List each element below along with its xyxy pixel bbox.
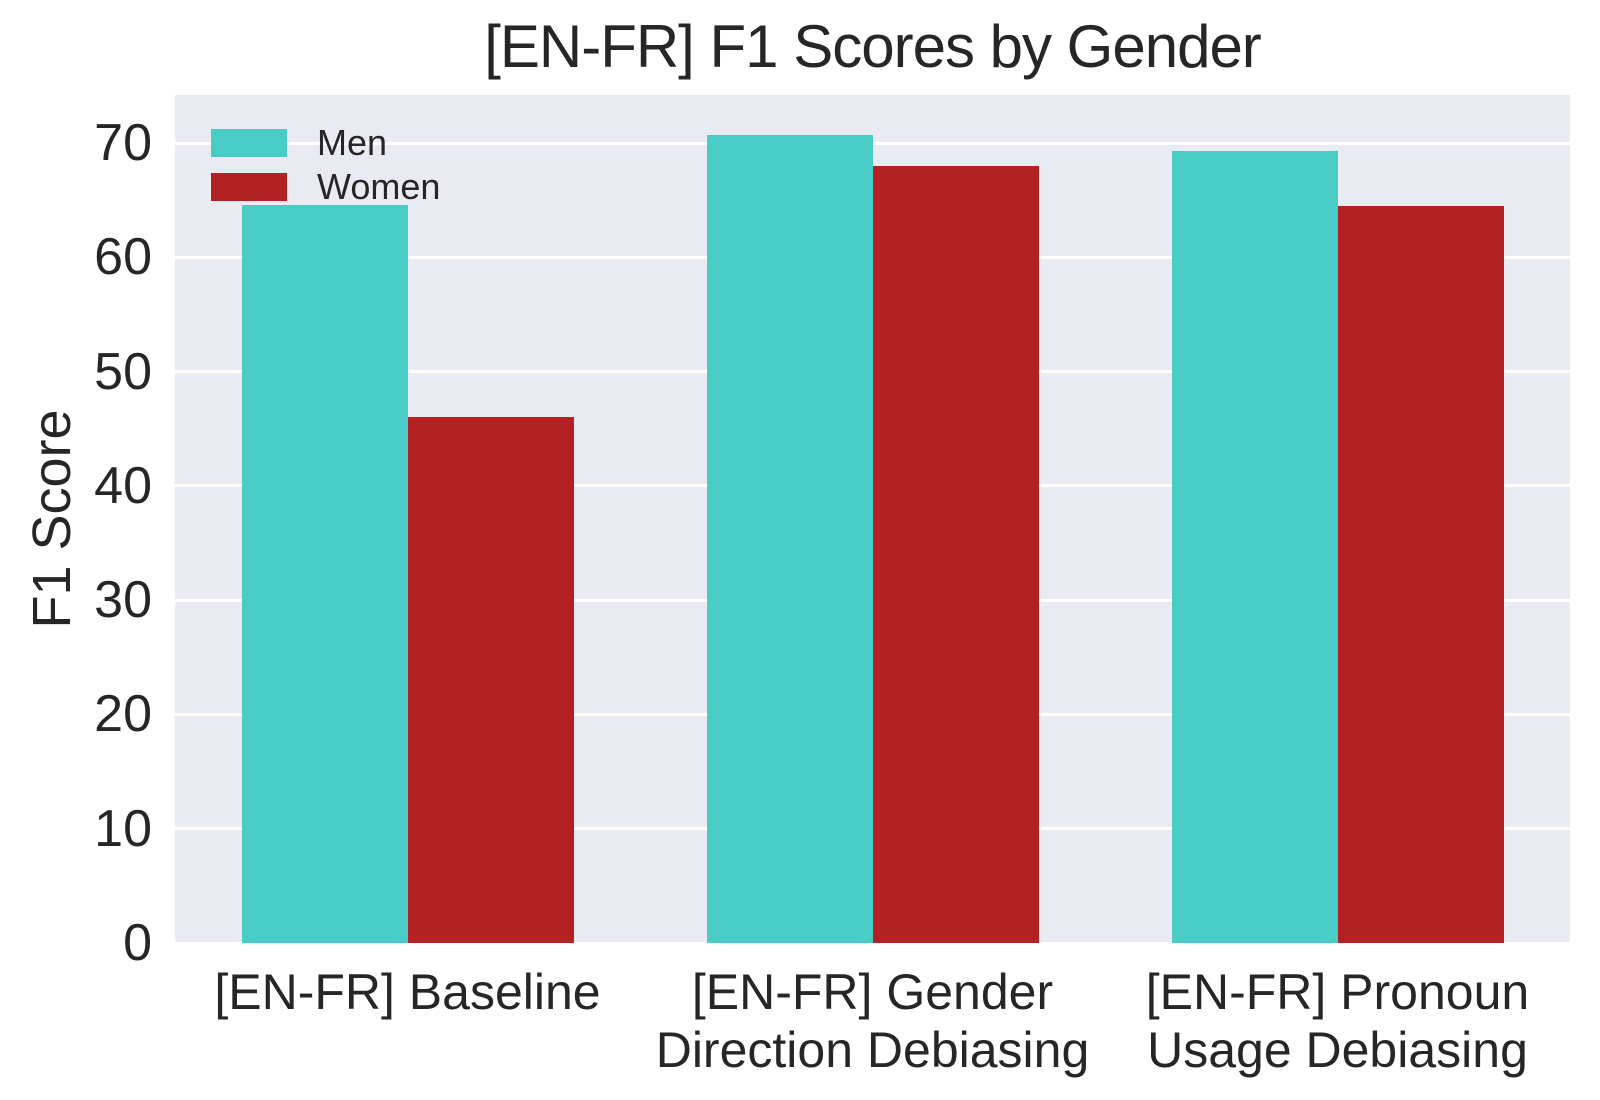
x-tick-label-2: [EN-FR] Gender Direction Debiasing	[655, 964, 1090, 1078]
legend-item-women: Women	[211, 166, 440, 207]
bar-women-3	[1337, 205, 1504, 943]
y-tick-label-30: 30	[94, 571, 152, 630]
legend: Men Women	[211, 122, 440, 217]
women-color-swatch	[211, 173, 287, 201]
bar-women-2	[872, 165, 1039, 943]
x-tick-label-1: [EN-FR] Baseline	[214, 964, 601, 1020]
gridline-70	[175, 141, 1570, 145]
legend-label-men: Men	[317, 122, 388, 163]
y-tick-label-0: 0	[123, 914, 152, 972]
y-tick-label-50: 50	[94, 342, 152, 401]
bar-men-3	[1171, 151, 1338, 943]
bar-men-2	[706, 135, 873, 943]
legend-item-men: Men	[211, 122, 440, 163]
y-tick-label-60: 60	[94, 228, 152, 287]
men-color-swatch	[211, 129, 287, 157]
bar-women-1	[407, 417, 574, 943]
gridline-0	[175, 941, 1570, 945]
legend-label-women: Women	[317, 166, 441, 207]
y-tick-label-20: 20	[94, 685, 152, 744]
y-tick-label-10: 10	[94, 799, 152, 858]
plot-area: Men Women	[175, 95, 1570, 945]
bar-men-1	[241, 204, 408, 943]
y-tick-label-70: 70	[94, 114, 152, 172]
x-tick-label-3: [EN-FR] Pronoun Usage Debiasing	[1145, 964, 1530, 1078]
chart-title: [EN-FR] F1 Scores by Gender	[484, 13, 1262, 80]
y-tick-label-40: 40	[94, 456, 152, 515]
